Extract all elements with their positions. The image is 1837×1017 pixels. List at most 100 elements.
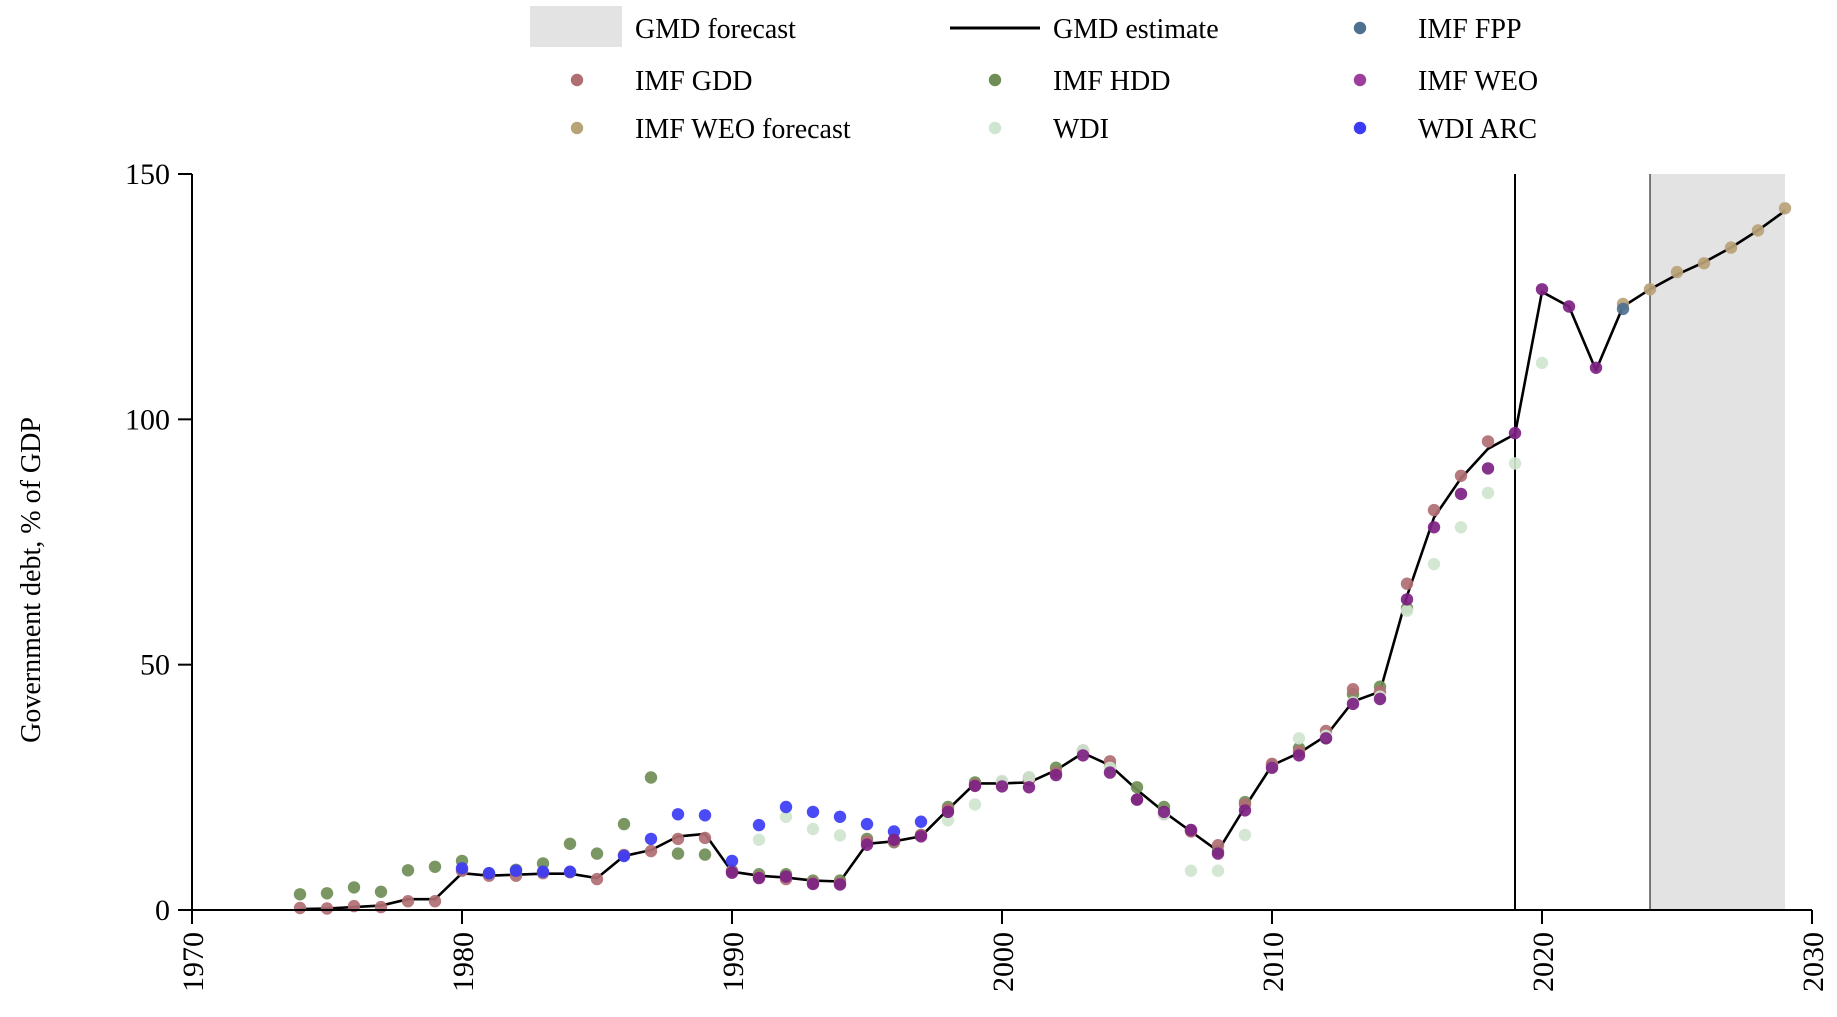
- data-point-wdi-arc: [482, 867, 496, 880]
- series-imf-weo: [725, 283, 1603, 891]
- legend-item-imf-hdd: IMF HDD: [988, 66, 1170, 97]
- data-point-imf-weo: [1481, 462, 1495, 475]
- data-point-wdi: [806, 822, 820, 836]
- legend-swatch-dot: [1353, 73, 1367, 87]
- data-point-imf-weo: [1238, 804, 1252, 817]
- data-point-imf-weo-forecast: [1724, 241, 1738, 254]
- legend-label: WDI ARC: [1418, 114, 1537, 145]
- x-tick-label: 2000: [987, 932, 1020, 992]
- data-point-imf-weo: [1400, 593, 1414, 606]
- data-point-imf-weo-forecast: [1670, 265, 1684, 279]
- data-point-wdi: [779, 810, 793, 823]
- data-point-imf-weo: [1157, 805, 1171, 819]
- legend-item-imf-gdd: IMF GDD: [570, 66, 752, 97]
- data-point-imf-hdd: [1130, 781, 1144, 794]
- x-tick-label: 2010: [1257, 932, 1290, 992]
- y-tick-label: 100: [125, 403, 170, 436]
- legend-label: WDI: [1053, 114, 1109, 145]
- data-point-wdi: [1022, 771, 1036, 784]
- axes: 0 50 100 150 1970 1980 1990 2000 2010 2020 2030: [125, 158, 1830, 992]
- data-point-imf-hdd: [563, 837, 577, 850]
- data-point-imf-weo: [1265, 761, 1279, 774]
- x-tick-label: 1990: [717, 932, 750, 992]
- data-point-imf-gdd: [698, 831, 712, 845]
- data-point-wdi: [1238, 828, 1252, 842]
- data-point-imf-hdd: [698, 848, 712, 861]
- legend-label: IMF WEO forecast: [635, 114, 851, 145]
- data-point-imf-weo: [1049, 768, 1063, 782]
- legend-swatch-dot: [1353, 21, 1367, 35]
- data-point-imf-weo: [1103, 766, 1117, 779]
- legend-swatch-dot: [988, 121, 1002, 135]
- data-point-imf-weo: [941, 805, 955, 819]
- legend-label: GMD estimate: [1053, 14, 1219, 45]
- data-point-wdi: [1454, 521, 1468, 534]
- legend-label: IMF GDD: [635, 66, 752, 97]
- data-point-wdi-arc: [617, 849, 631, 863]
- data-point-wdi-arc: [779, 800, 793, 814]
- gmd-estimate-layer: [299, 209, 1786, 911]
- data-point-imf-gdd: [293, 901, 307, 915]
- data-point-wdi: [1427, 557, 1441, 571]
- data-point-wdi-arc: [860, 817, 874, 831]
- data-point-imf-fpp: [1616, 302, 1630, 316]
- data-point-wdi-arc: [914, 815, 928, 828]
- plot-area: 0 50 100 150 1970 1980 1990 2000 2010 2020 2030: [125, 158, 1830, 992]
- data-point-wdi: [968, 798, 982, 811]
- legend-item-imf-fpp: IMF FPP: [1353, 14, 1522, 45]
- data-point-wdi: [1481, 486, 1495, 500]
- data-point-wdi: [1292, 732, 1306, 745]
- data-point-imf-weo: [968, 779, 982, 793]
- data-point-imf-weo: [779, 870, 793, 883]
- data-point-imf-weo: [1562, 300, 1576, 313]
- data-point-imf-weo: [1292, 749, 1306, 762]
- data-point-wdi: [1508, 457, 1522, 470]
- data-point-imf-weo-forecast: [1643, 283, 1657, 296]
- data-point-imf-hdd: [374, 885, 388, 898]
- legend-item-imf-weo-forecast: IMF WEO forecast: [570, 114, 851, 145]
- data-point-imf-gdd: [590, 872, 604, 886]
- series-wdi: [752, 356, 1549, 877]
- data-point-wdi: [752, 833, 766, 846]
- data-point-wdi: [1535, 356, 1549, 370]
- legend-swatch-band: [530, 6, 622, 47]
- data-point-imf-weo: [860, 838, 874, 851]
- legend-label: GMD forecast: [635, 14, 796, 45]
- series-wdi-arc: [455, 800, 928, 880]
- data-point-imf-gdd: [1427, 503, 1441, 517]
- legend-item-wdi: WDI: [988, 114, 1109, 145]
- data-point-imf-gdd: [1481, 435, 1495, 448]
- data-point-imf-hdd: [401, 864, 415, 877]
- data-point-wdi-arc: [806, 805, 820, 819]
- data-point-wdi-arc: [698, 809, 712, 822]
- data-point-imf-hdd: [617, 817, 631, 831]
- legend-item-imf-weo: IMF WEO: [1353, 66, 1538, 97]
- legend-item-gmd-forecast: GMD forecast: [530, 6, 796, 47]
- legend-item-wdi-arc: WDI ARC: [1353, 114, 1537, 145]
- data-point-imf-weo-forecast: [1778, 202, 1792, 215]
- data-point-imf-hdd: [320, 887, 334, 900]
- data-point-imf-gdd: [320, 902, 334, 915]
- data-point-wdi: [1400, 604, 1414, 617]
- data-point-imf-gdd: [1454, 469, 1468, 482]
- data-point-imf-weo: [914, 830, 928, 843]
- data-point-wdi-arc: [563, 865, 577, 878]
- data-point-imf-gdd: [428, 895, 442, 908]
- data-point-imf-weo: [1076, 749, 1090, 762]
- y-tick-label: 50: [140, 649, 170, 682]
- data-point-imf-weo: [833, 878, 847, 891]
- legend-label: IMF FPP: [1418, 14, 1522, 45]
- legend-swatch-dot: [570, 121, 584, 135]
- data-point-imf-weo: [1454, 487, 1468, 501]
- data-point-imf-hdd: [671, 847, 685, 860]
- data-point-imf-gdd: [644, 844, 658, 858]
- series-imf-fpp: [1616, 302, 1630, 316]
- x-tick-label: 1970: [177, 932, 210, 992]
- data-point-wdi-arc: [644, 832, 658, 846]
- data-point-imf-weo-forecast: [1697, 257, 1711, 270]
- data-point-imf-hdd: [428, 860, 442, 873]
- data-point-imf-weo: [1022, 781, 1036, 794]
- legend-swatch-dot: [570, 73, 584, 87]
- data-point-imf-weo: [1508, 426, 1522, 440]
